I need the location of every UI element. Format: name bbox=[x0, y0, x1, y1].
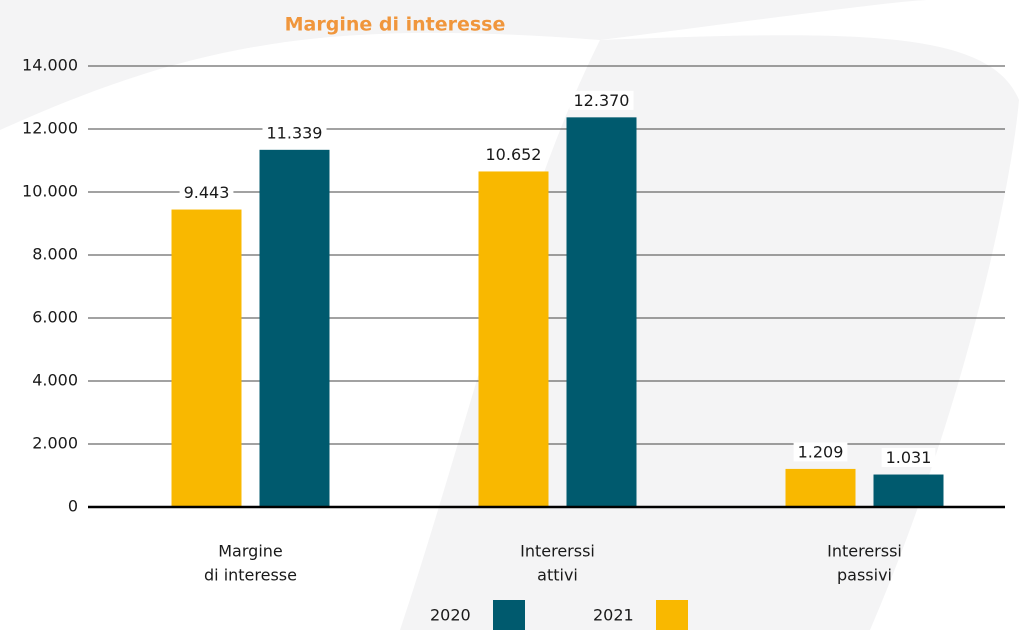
y-tick-label: 4.000 bbox=[32, 371, 78, 390]
x-tick-label: Intererssi bbox=[520, 542, 595, 561]
y-tick-label: 10.000 bbox=[22, 182, 78, 201]
data-label-bg bbox=[881, 448, 936, 468]
chart-title: Margine di interesse bbox=[285, 14, 506, 36]
data-label: 11.339 bbox=[267, 123, 323, 142]
data-label: 9.443 bbox=[184, 183, 230, 202]
bar bbox=[873, 474, 944, 507]
data-label-bg bbox=[569, 90, 634, 110]
data-label: 1.209 bbox=[798, 442, 844, 461]
data-label-bg bbox=[793, 442, 848, 462]
x-tick-label: attivi bbox=[537, 566, 578, 585]
y-tick-label: 12.000 bbox=[22, 119, 78, 138]
y-tick-label: 2.000 bbox=[32, 434, 78, 453]
data-label-bg bbox=[481, 144, 546, 164]
legend-label: 2021 bbox=[593, 606, 634, 625]
background-shape bbox=[600, 0, 1019, 100]
x-tick-label: Intererssi bbox=[827, 542, 902, 561]
y-tick-label: 14.000 bbox=[22, 56, 78, 75]
x-tick-label: di interesse bbox=[204, 566, 297, 585]
bar bbox=[566, 117, 637, 507]
y-tick-label: 8.000 bbox=[32, 245, 78, 264]
data-label: 10.652 bbox=[486, 145, 542, 164]
legend-swatch bbox=[656, 600, 688, 630]
data-label-bg bbox=[262, 123, 327, 143]
bar bbox=[259, 149, 330, 507]
data-label: 1.031 bbox=[886, 448, 932, 467]
legend-label: 2020 bbox=[430, 606, 471, 625]
bar bbox=[478, 171, 549, 507]
y-tick-label: 0 bbox=[68, 497, 78, 516]
y-tick-label: 6.000 bbox=[32, 308, 78, 327]
legend-swatch bbox=[493, 600, 525, 630]
x-tick-label: passivi bbox=[837, 566, 892, 585]
bar bbox=[785, 468, 856, 507]
x-tick-label: Margine bbox=[218, 542, 283, 561]
bar bbox=[171, 209, 242, 507]
data-label: 12.370 bbox=[574, 91, 630, 110]
data-label-bg bbox=[179, 183, 234, 203]
